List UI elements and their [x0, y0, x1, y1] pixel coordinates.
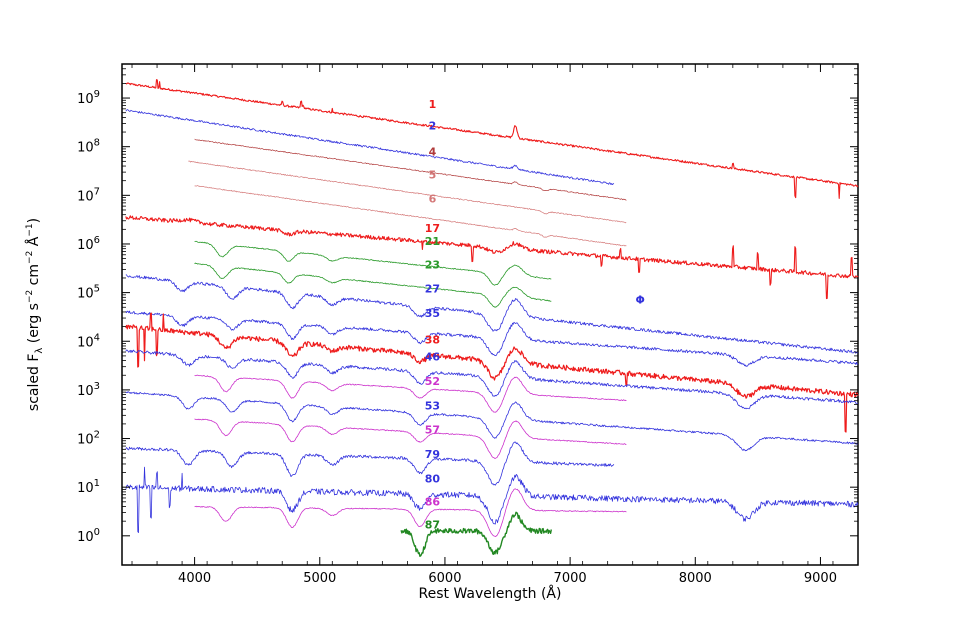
y-axis-title: scaled Fλ (erg s−2 cm−2 Å−1) [25, 218, 45, 411]
x-tick-label: 6000 [428, 571, 461, 586]
y-tick-label: 108 [77, 138, 100, 156]
y-tick-label: 106 [77, 235, 100, 253]
spectrum-label-38: 38 [425, 334, 440, 347]
spectrum-label-35: 35 [425, 307, 440, 320]
spectrum-label-21: 21 [425, 235, 440, 248]
spectrum-label-57: 57 [425, 424, 440, 437]
y-tick-label: 107 [77, 186, 100, 204]
x-axis-title: Rest Wavelength (Å) [419, 585, 562, 602]
spectrum-label-23: 23 [425, 258, 440, 271]
spectrum-17 [125, 215, 859, 300]
spectrum-57 [194, 418, 627, 459]
spectrum-label-79: 79 [425, 448, 440, 461]
spectrum-80 [125, 466, 859, 533]
y-tick-label: 102 [77, 430, 100, 448]
spectrum-53 [125, 391, 859, 452]
x-tick-label: 8000 [679, 571, 712, 586]
spectrum-2 [125, 109, 615, 186]
y-tick-label: 109 [77, 89, 100, 107]
series-layer [125, 79, 859, 557]
spectrum-label-87: 87 [425, 519, 440, 532]
x-tick-label: 9000 [804, 571, 837, 586]
spectrum-86 [194, 488, 627, 537]
x-tick-label: 4000 [178, 571, 211, 586]
spectrum-label-27: 27 [425, 283, 440, 296]
spectrum-label-6: 6 [429, 193, 437, 206]
spectrum-label-46: 46 [425, 351, 441, 364]
spectrum-label-17: 17 [425, 222, 440, 235]
spectrum-label-5: 5 [429, 168, 437, 181]
spectrum-label-53: 53 [425, 399, 440, 412]
axis-layer: 4000 5000 6000 7000 8000 9000 100 101 102 103 104 1… [77, 63, 859, 586]
spectrum-52 [194, 374, 627, 413]
spectrum-label-4: 4 [429, 145, 437, 158]
annotation-phi: Φ [636, 293, 645, 306]
spectrum-label-52: 52 [425, 375, 440, 388]
spectrum-6 [194, 185, 627, 247]
spectrum-27 [125, 274, 859, 354]
spectrum-23 [194, 262, 552, 308]
y-tick-label: 105 [77, 284, 100, 302]
y-tick-label: 104 [77, 332, 100, 350]
y-tick-label: 103 [77, 381, 100, 399]
spectrum-5 [188, 160, 627, 224]
x-tick-label: 7000 [554, 571, 587, 586]
spectrum-label-86: 86 [425, 496, 441, 509]
spectrum-35 [125, 310, 859, 367]
spectrum-21 [194, 240, 552, 286]
spectrum-79 [125, 441, 615, 486]
spectrum-38 [125, 312, 859, 433]
y-tick-label: 100 [77, 527, 100, 545]
spectrum-87 [400, 511, 552, 557]
y-tick-label: 101 [77, 478, 100, 496]
spectrum-label-80: 80 [425, 472, 441, 485]
plot-frame [121, 63, 859, 566]
spectrum-label-1: 1 [429, 98, 437, 111]
spectrum-46 [125, 349, 859, 410]
spectrum-1 [125, 79, 859, 199]
spectrum-4 [194, 138, 627, 201]
spectrum-label-2: 2 [429, 120, 437, 133]
x-tick-label: 5000 [303, 571, 336, 586]
